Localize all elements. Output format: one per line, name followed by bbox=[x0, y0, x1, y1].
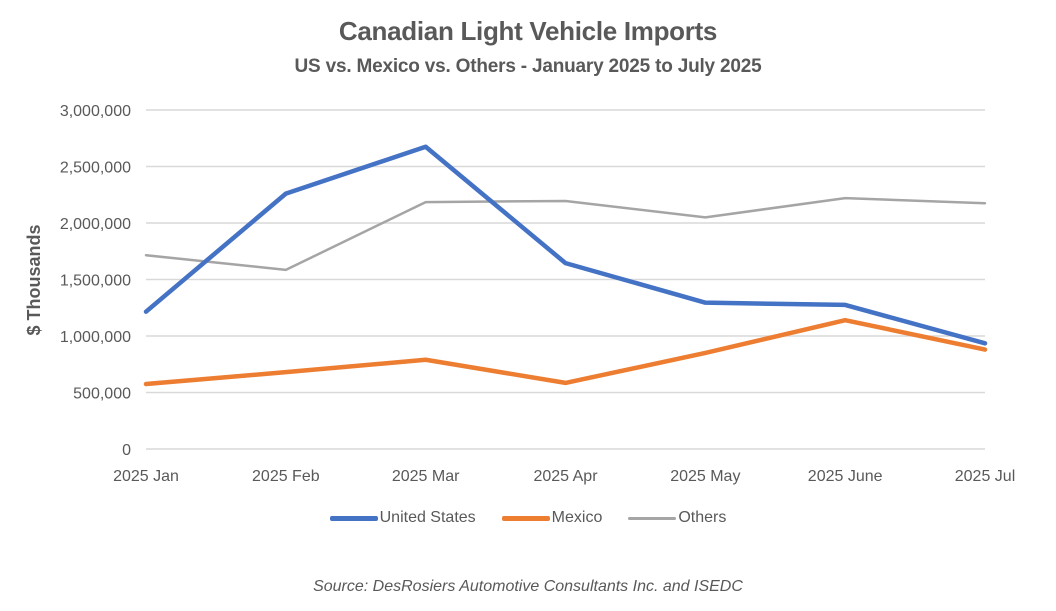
legend: United States Mexico Others bbox=[0, 509, 1056, 527]
y-axis-title: $ Thousands bbox=[24, 224, 44, 335]
legend-swatch bbox=[628, 516, 677, 520]
x-tick-label: 2025 Jan bbox=[113, 468, 179, 485]
chart-title: Canadian Light Vehicle Imports bbox=[338, 16, 718, 46]
y-tick-label: 1,000,000 bbox=[60, 329, 131, 346]
y-axis-ticks: 0 500,000 1,000,000 1,500,000 2,000,000 2,500… bbox=[60, 103, 131, 459]
series-line-others bbox=[144, 196, 987, 272]
source-note: Source: DesRosiers Automotive Consultant… bbox=[313, 578, 743, 595]
y-tick-label: 2,500,000 bbox=[60, 160, 131, 177]
y-tick-label: 2,000,000 bbox=[60, 216, 131, 233]
x-tick-label: 2025 Feb bbox=[252, 468, 320, 485]
series-lines bbox=[143, 144, 988, 387]
y-tick-label: 1,500,000 bbox=[60, 273, 131, 290]
legend-label: Others bbox=[678, 509, 727, 526]
legend-item: Others bbox=[628, 509, 726, 527]
legend-item: Mexico bbox=[501, 509, 603, 527]
series-line-united-states bbox=[143, 144, 988, 346]
y-tick-label: 500,000 bbox=[73, 386, 131, 403]
x-tick-label: 2025 Mar bbox=[392, 468, 460, 485]
legend-swatch bbox=[329, 515, 378, 521]
x-tick-label: 2025 Apr bbox=[533, 468, 598, 485]
x-tick-label: 2025 Jul bbox=[955, 468, 1016, 485]
legend-item: United States bbox=[329, 509, 476, 527]
y-tick-label: 0 bbox=[122, 442, 131, 459]
y-tick-label: 3,000,000 bbox=[60, 103, 131, 120]
x-tick-label: 2025 June bbox=[808, 468, 883, 485]
x-axis-ticks: 2025 Jan 2025 Feb 2025 Mar 2025 Apr 2025 May… bbox=[113, 468, 1015, 485]
legend-swatch bbox=[501, 515, 550, 521]
legend-label: Mexico bbox=[551, 509, 603, 526]
chart-subtitle: US vs. Mexico vs. Others - January 2025 … bbox=[294, 56, 762, 77]
gridlines bbox=[146, 109, 985, 450]
legend-label: United States bbox=[379, 509, 476, 526]
series-line-mexico bbox=[143, 317, 988, 387]
x-tick-label: 2025 May bbox=[670, 468, 740, 485]
